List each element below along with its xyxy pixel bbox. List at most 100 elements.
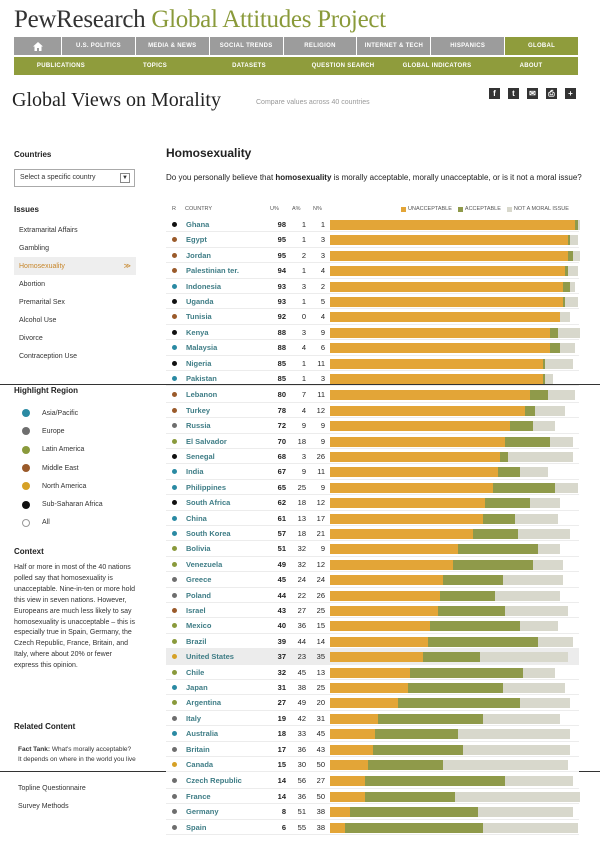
table-row[interactable]: Japan 31 38 25 bbox=[166, 680, 579, 696]
not-moral-value: 31 bbox=[316, 713, 325, 723]
table-row[interactable]: Canada 15 30 50 bbox=[166, 757, 579, 773]
table-row[interactable]: Pakistan 85 1 3 bbox=[166, 371, 579, 387]
table-row[interactable]: United States 37 23 35 bbox=[166, 649, 579, 665]
table-row[interactable]: Brazil 39 44 14 bbox=[166, 634, 579, 650]
col-acceptable[interactable]: A% bbox=[292, 206, 301, 212]
bar-not-moral bbox=[570, 235, 578, 246]
nav-internet-tech[interactable]: INTERNET & TECH bbox=[357, 37, 432, 55]
region-item[interactable]: Latin America bbox=[14, 441, 103, 459]
col-unacceptable[interactable]: U% bbox=[270, 206, 279, 212]
nav-us-politics[interactable]: U.S. POLITICS bbox=[62, 37, 136, 55]
table-row[interactable]: Turkey 78 4 12 bbox=[166, 403, 579, 419]
nav-media-news[interactable]: MEDIA & NEWS bbox=[136, 37, 210, 55]
issue-contraception-use[interactable]: Contraception Use bbox=[19, 352, 77, 360]
table-row[interactable]: Israel 43 27 25 bbox=[166, 603, 579, 619]
table-row[interactable]: China 61 13 17 bbox=[166, 511, 579, 526]
topline-questionnaire-link[interactable]: Topline Questionnaire bbox=[18, 785, 86, 792]
more-share-icon[interactable]: + bbox=[565, 88, 576, 99]
print-icon[interactable]: ⎙ bbox=[546, 88, 557, 99]
table-row[interactable]: Bolivia 51 32 9 bbox=[166, 541, 579, 557]
table-row[interactable]: Australia 18 33 45 bbox=[166, 726, 579, 742]
table-row[interactable]: France 14 36 50 bbox=[166, 789, 580, 805]
issue-abortion[interactable]: Abortion bbox=[19, 280, 46, 288]
region-item[interactable]: North America bbox=[14, 477, 103, 495]
table-row[interactable]: Germany 8 51 38 bbox=[166, 804, 579, 820]
logo-pew: PewResearch bbox=[14, 6, 146, 33]
col-r[interactable]: R bbox=[172, 206, 176, 212]
issue-extramarital-affairs[interactable]: Extramarital Affairs bbox=[19, 226, 78, 234]
stacked-bar bbox=[330, 421, 555, 432]
table-row[interactable]: Tunisia 92 0 4 bbox=[166, 309, 579, 325]
country-name: Australia bbox=[186, 729, 219, 739]
bar-acceptable bbox=[497, 467, 520, 478]
issue-homosexuality[interactable]: Homosexuality ≫ bbox=[14, 257, 136, 275]
table-row[interactable]: Egypt 95 1 3 bbox=[166, 232, 579, 248]
nav-datasets[interactable]: DATASETS bbox=[232, 63, 266, 69]
table-row[interactable]: Britain 17 36 43 bbox=[166, 742, 579, 757]
col-not-moral[interactable]: N% bbox=[313, 206, 322, 212]
email-icon[interactable]: ✉ bbox=[527, 88, 538, 99]
region-item[interactable]: All bbox=[14, 514, 103, 532]
region-item[interactable]: Middle East bbox=[14, 459, 103, 477]
issue-premarital-sex[interactable]: Premarital Sex bbox=[19, 298, 65, 306]
table-row[interactable]: Palestinian ter. 94 1 4 bbox=[166, 263, 579, 279]
stacked-bar bbox=[330, 822, 578, 833]
table-row[interactable]: Philippines 65 25 9 bbox=[166, 480, 579, 496]
table-row[interactable]: Poland 44 22 26 bbox=[166, 588, 579, 603]
nav-hispanics[interactable]: HISPANICS bbox=[431, 37, 506, 55]
table-row[interactable]: Argentina 27 49 20 bbox=[166, 695, 579, 711]
table-row[interactable]: Lebanon 80 7 11 bbox=[166, 387, 579, 403]
table-row[interactable]: Kenya 88 3 9 bbox=[166, 325, 580, 341]
bar-not-moral bbox=[530, 498, 560, 509]
nav-global-indicators[interactable]: GLOBAL INDICATORS bbox=[402, 63, 472, 69]
table-row[interactable]: Italy 19 42 31 bbox=[166, 711, 579, 727]
table-row[interactable]: South Korea 57 18 21 bbox=[166, 526, 579, 542]
nav-global[interactable]: GLOBAL bbox=[505, 37, 579, 55]
table-row[interactable]: Venezuela 49 32 12 bbox=[166, 557, 579, 573]
table-row[interactable]: South Africa 62 18 12 bbox=[166, 495, 579, 511]
twitter-icon[interactable]: t bbox=[508, 88, 519, 99]
table-row[interactable]: Jordan 95 2 3 bbox=[166, 248, 580, 264]
nav-topics[interactable]: TOPICS bbox=[142, 63, 168, 69]
table-row[interactable]: Uganda 93 1 5 bbox=[166, 294, 579, 310]
issue-gambling[interactable]: Gambling bbox=[19, 244, 49, 252]
country-select[interactable]: Select a specific country ▼ bbox=[14, 169, 135, 187]
not-moral-value: 3 bbox=[320, 235, 325, 245]
table-row[interactable]: Chile 32 45 13 bbox=[166, 665, 579, 680]
table-row[interactable]: Spain 6 55 38 bbox=[166, 820, 579, 835]
table-row[interactable]: India 67 9 11 bbox=[166, 464, 579, 480]
region-dot-icon bbox=[172, 283, 177, 289]
issue-alcohol-use[interactable]: Alcohol Use bbox=[19, 316, 57, 324]
table-row[interactable]: Nigeria 85 1 11 bbox=[166, 356, 579, 371]
survey-methods-link[interactable]: Survey Methods bbox=[18, 803, 69, 810]
table-row[interactable]: Greece 45 24 24 bbox=[166, 572, 579, 588]
nav-question-search[interactable]: QUESTION SEARCH bbox=[311, 63, 375, 69]
nav-religion[interactable]: RELIGION bbox=[284, 37, 358, 55]
related-fact-tank-link[interactable]: Fact Tank: What's morally acceptable? It… bbox=[18, 746, 136, 763]
table-row[interactable]: Czech Republic 14 56 27 bbox=[166, 773, 579, 789]
home-button[interactable] bbox=[14, 37, 62, 55]
facebook-icon[interactable]: f bbox=[489, 88, 500, 99]
region-item[interactable]: Sub-Saharan Africa bbox=[14, 495, 103, 513]
table-row[interactable]: El Salvador 70 18 9 bbox=[166, 434, 579, 449]
country-name: Malaysia bbox=[186, 343, 218, 353]
nav-social-trends[interactable]: SOCIAL TRENDS bbox=[210, 37, 284, 55]
nav-publications[interactable]: PUBLICATIONS bbox=[36, 63, 86, 69]
issue-divorce[interactable]: Divorce bbox=[19, 334, 43, 342]
not-moral-value: 9 bbox=[320, 421, 325, 431]
country-name: Senegal bbox=[186, 452, 215, 461]
table-row[interactable]: Senegal 68 3 26 bbox=[166, 449, 579, 465]
nav-about[interactable]: ABOUT bbox=[519, 63, 543, 69]
table-row[interactable]: Malaysia 88 4 6 bbox=[166, 340, 579, 356]
region-item[interactable]: Asia/Pacific bbox=[14, 404, 103, 422]
region-item[interactable]: Europe bbox=[14, 422, 103, 440]
col-country[interactable]: COUNTRY bbox=[185, 206, 213, 212]
table-row[interactable]: Mexico 40 36 15 bbox=[166, 618, 579, 634]
region-dot-icon bbox=[172, 809, 177, 815]
site-logo[interactable]: PewResearch Global Attitudes Project bbox=[14, 6, 386, 34]
table-row[interactable]: Indonesia 93 3 2 bbox=[166, 279, 579, 294]
table-row[interactable]: Russia 72 9 9 bbox=[166, 418, 579, 434]
table-row[interactable]: Ghana 98 1 1 bbox=[166, 217, 580, 233]
not-moral-value: 12 bbox=[316, 405, 325, 415]
bar-acceptable bbox=[525, 405, 535, 416]
